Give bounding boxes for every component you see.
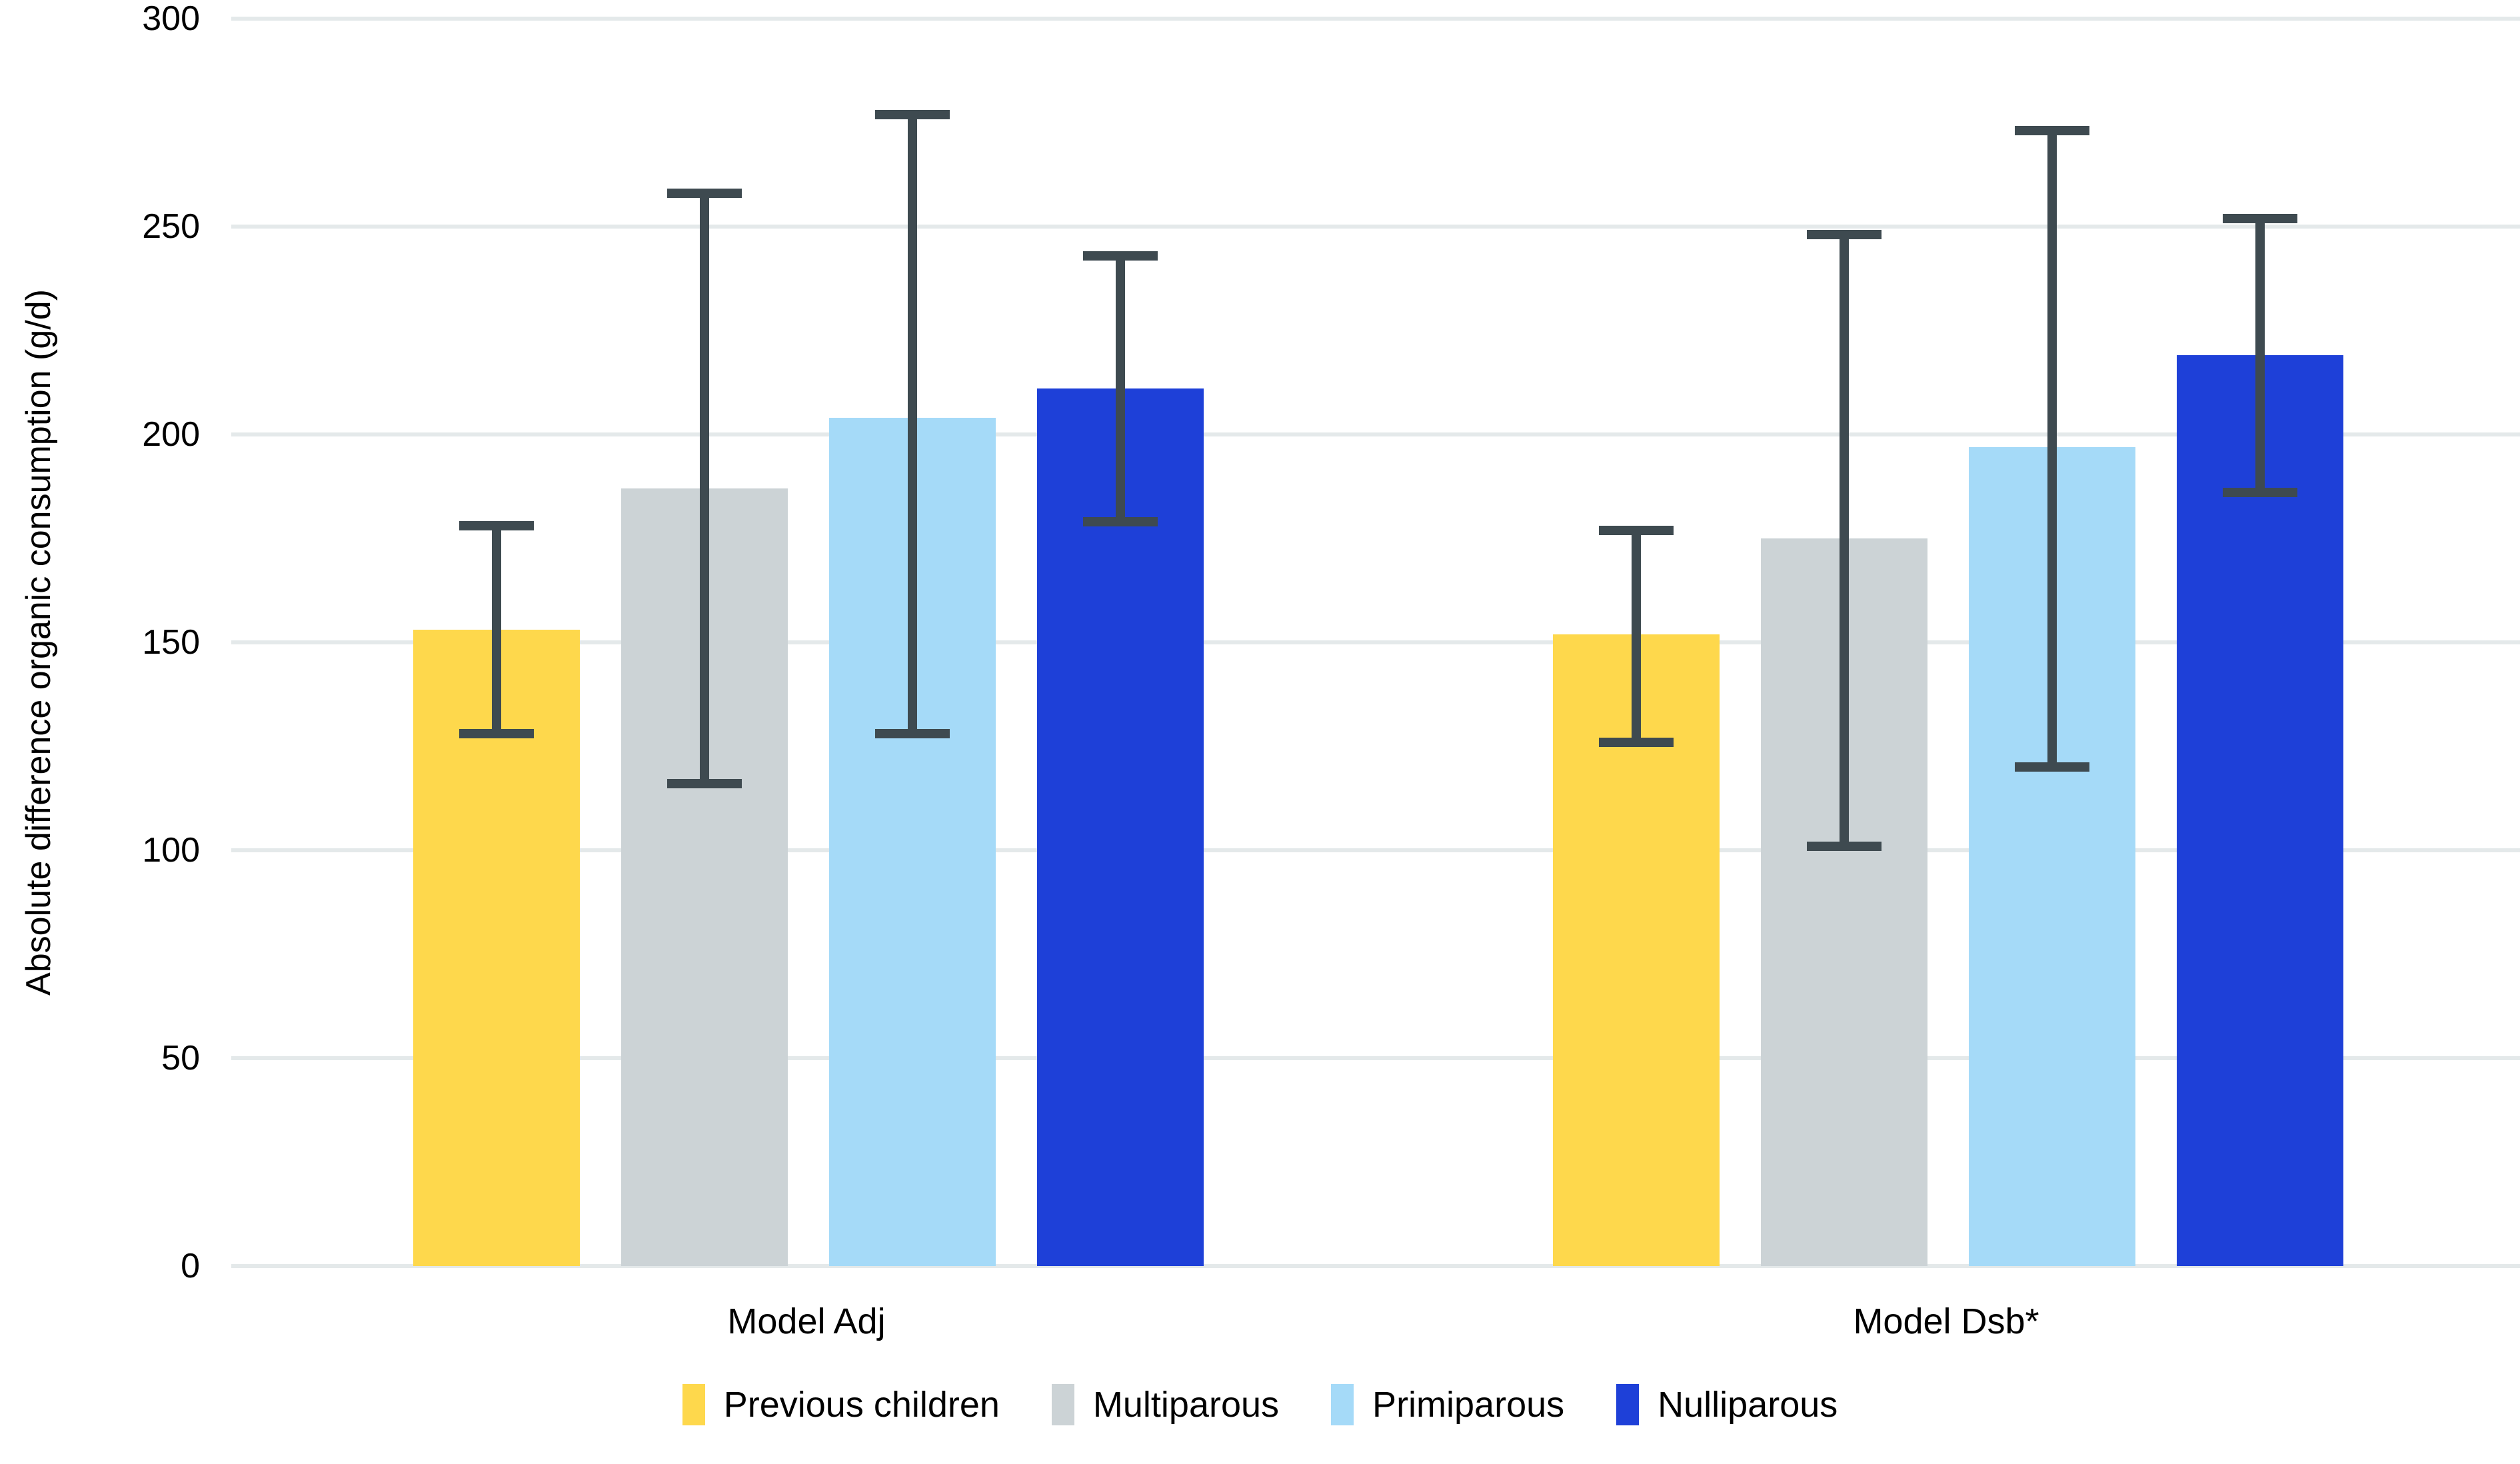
x-axis-label-model-dsb: Model Dsb* [1853, 1301, 2039, 1341]
legend-label: Previous children [723, 1385, 1000, 1425]
error-bar-cap [2223, 488, 2297, 498]
bar-nulliparous-group2 [2177, 355, 2343, 1266]
gridline-y-300 [231, 17, 2520, 21]
y-tick-label: 100 [142, 831, 200, 870]
legend-item-previous-children: Previous children [682, 1384, 1000, 1425]
gridline-y-0 [231, 1264, 2520, 1268]
error-bar-cap [875, 109, 950, 119]
error-bar-cap [2015, 762, 2089, 772]
y-tick-label: 150 [142, 623, 200, 662]
error-bar-cap [459, 729, 534, 739]
error-bar-cap [1807, 230, 1882, 240]
legend-item-primiparous: Primiparous [1331, 1384, 1564, 1425]
error-bar-cap [459, 521, 534, 531]
y-tick-label: 50 [161, 1039, 200, 1078]
gridline-y-100 [231, 848, 2520, 852]
legend-item-multiparous: Multiparous [1051, 1384, 1280, 1425]
y-tick-label: 0 [181, 1247, 200, 1285]
error-bar-cap [1083, 251, 1158, 261]
legend-swatch-icon [1616, 1384, 1640, 1425]
legend-label: Primiparous [1372, 1385, 1565, 1425]
error-bar [2255, 218, 2265, 493]
y-tick-label: 200 [142, 415, 200, 454]
error-bar [700, 193, 709, 784]
error-bar [492, 526, 501, 734]
error-bar-cap [667, 779, 742, 789]
error-bar-cap [1083, 517, 1158, 527]
x-axis-label-model-adj: Model Adj [727, 1301, 886, 1341]
error-bar-cap [1599, 737, 1674, 747]
legend-swatch-icon [1331, 1384, 1354, 1425]
error-bar [1632, 530, 1641, 742]
legend: Previous children Multiparous Primiparous N… [0, 1371, 2520, 1438]
legend-item-nulliparous: Nulliparous [1616, 1384, 1838, 1425]
gridline-y-150 [231, 640, 2520, 644]
error-bar-cap [1599, 525, 1674, 535]
error-bar [1840, 235, 1849, 846]
error-bar [908, 114, 917, 734]
legend-swatch-icon [682, 1384, 705, 1425]
error-bar-cap [1807, 841, 1882, 851]
gridline-y-200 [231, 432, 2520, 436]
error-bar-cap [2015, 126, 2089, 136]
y-tick-label: 250 [142, 207, 200, 246]
legend-label: Nulliparous [1658, 1385, 1838, 1425]
gridline-y-50 [231, 1056, 2520, 1060]
error-bar [1116, 255, 1125, 522]
legend-swatch-icon [1051, 1384, 1074, 1425]
legend-label: Multiparous [1092, 1385, 1280, 1425]
y-tick-label: 300 [142, 0, 200, 38]
bar-nulliparous-group1 [1037, 388, 1204, 1266]
error-bar [2047, 131, 2057, 768]
error-bar-cap [667, 189, 742, 199]
error-bar-cap [2223, 213, 2297, 223]
gridline-y-250 [231, 225, 2520, 229]
error-bar-cap [875, 729, 950, 739]
